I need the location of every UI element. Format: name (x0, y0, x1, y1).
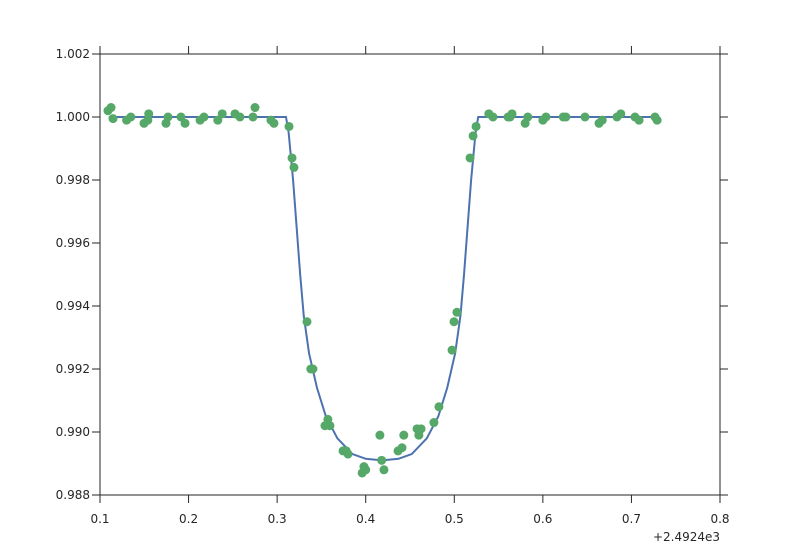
data-point (308, 364, 318, 374)
data-point (465, 153, 475, 163)
data-point (541, 112, 551, 122)
y-tick-label: 0.992 (56, 362, 90, 376)
x-tick-label: 0.6 (533, 512, 552, 526)
data-point (523, 112, 533, 122)
data-point (561, 112, 571, 122)
x-tick-label: 0.4 (356, 512, 375, 526)
plot-frame (99, 53, 721, 496)
data-point (217, 109, 227, 119)
model-line (108, 116, 658, 462)
data-point (302, 317, 312, 327)
x-tick-label: 0.7 (622, 512, 641, 526)
data-point (108, 114, 118, 124)
y-tick-label: 0.988 (56, 488, 90, 502)
data-point (449, 317, 459, 327)
data-point (284, 121, 294, 131)
data-point (325, 421, 335, 431)
data-point (397, 443, 407, 453)
data-point (399, 430, 409, 440)
data-point (248, 112, 258, 122)
data-point (507, 109, 517, 119)
data-point (126, 112, 136, 122)
data-point (379, 465, 389, 475)
y-tick-label: 0.996 (56, 236, 90, 250)
x-tick-label: 0.8 (710, 512, 729, 526)
data-point (343, 449, 353, 459)
data-point (180, 118, 190, 128)
data-point (163, 112, 173, 122)
data-point (250, 103, 260, 113)
y-tick-label: 0.998 (56, 173, 90, 187)
x-tick-label: 0.1 (90, 512, 109, 526)
data-point (429, 418, 439, 428)
data-point (269, 118, 279, 128)
data-point (199, 112, 209, 122)
data-point (488, 112, 498, 122)
x-offset-label: +2.4924e3 (653, 530, 720, 544)
data-point (416, 424, 426, 434)
data-point (580, 112, 590, 122)
data-point (106, 103, 116, 113)
x-tick-label: 0.3 (268, 512, 287, 526)
data-point (289, 162, 299, 172)
data-point (377, 455, 387, 465)
data-point (434, 402, 444, 412)
data-point (471, 121, 481, 131)
x-tick-label: 0.5 (445, 512, 464, 526)
y-tick-label: 1.000 (56, 110, 90, 124)
data-point (452, 307, 462, 317)
data-point (652, 115, 662, 125)
y-tick-label: 0.994 (56, 299, 90, 313)
data-point (287, 153, 297, 163)
data-point (616, 109, 626, 119)
data-point (597, 115, 607, 125)
data-point (213, 115, 223, 125)
data-point (447, 345, 457, 355)
data-point (235, 112, 245, 122)
data-point (468, 131, 478, 141)
y-tick-label: 0.990 (56, 425, 90, 439)
data-point (361, 465, 371, 475)
data-point (375, 430, 385, 440)
data-point (144, 109, 154, 119)
x-tick-label: 0.2 (179, 512, 198, 526)
y-tick-label: 1.002 (56, 47, 90, 61)
data-point (634, 115, 644, 125)
